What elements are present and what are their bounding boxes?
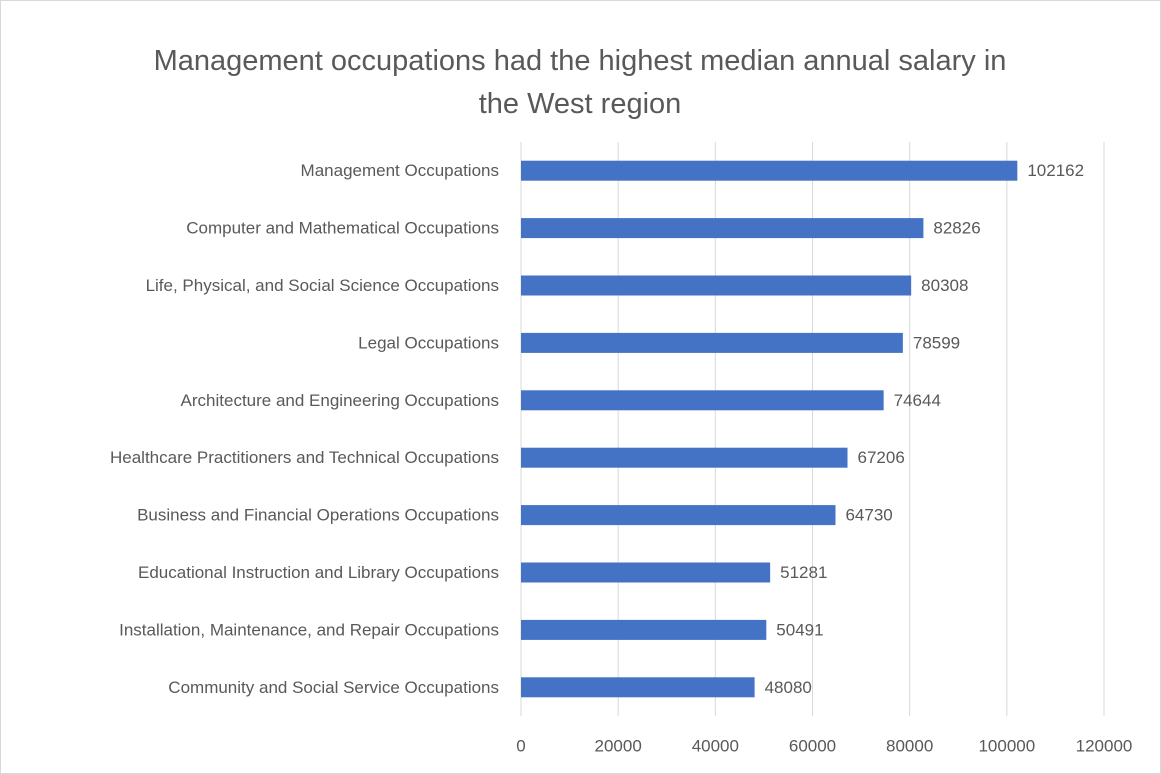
data-label: 102162 (1027, 161, 1084, 180)
bar (521, 562, 771, 583)
data-label: 74644 (894, 391, 941, 410)
y-tick-label: Healthcare Practitioners and Technical O… (110, 448, 499, 467)
data-label: 64730 (845, 506, 892, 525)
bar (521, 390, 884, 411)
y-tick-label: Educational Instruction and Library Occu… (138, 563, 499, 582)
x-tick-label: 0 (516, 736, 525, 755)
x-tick-label: 20000 (595, 736, 642, 755)
x-tick-label: 120000 (1076, 736, 1133, 755)
bar (521, 160, 1018, 181)
x-tick-label: 60000 (789, 736, 836, 755)
bar (521, 218, 924, 239)
bar (521, 447, 848, 468)
x-tick-label: 100000 (978, 736, 1035, 755)
y-tick-label: Management Occupations (301, 161, 499, 180)
bar (521, 619, 767, 640)
bar (521, 332, 903, 353)
data-label: 82826 (933, 219, 980, 238)
data-label: 51281 (780, 563, 827, 582)
y-tick-label: Business and Financial Operations Occupa… (137, 506, 499, 525)
bar (521, 275, 912, 296)
data-label: 50491 (776, 620, 823, 639)
y-tick-label: Computer and Mathematical Occupations (186, 219, 499, 238)
data-label: 78599 (913, 333, 960, 352)
data-label: 80308 (921, 276, 968, 295)
bar (521, 505, 836, 526)
y-tick-label: Architecture and Engineering Occupations (181, 391, 499, 410)
x-tick-label: 80000 (886, 736, 933, 755)
y-tick-label: Community and Social Service Occupations (168, 678, 499, 697)
y-tick-label: Installation, Maintenance, and Repair Oc… (119, 620, 499, 639)
data-label: 67206 (858, 448, 905, 467)
bar (521, 677, 755, 698)
data-label: 48080 (765, 678, 812, 697)
y-tick-label: Legal Occupations (358, 333, 499, 352)
chart-title: Management occupations had the highest m… (153, 45, 1007, 120)
x-tick-label: 40000 (692, 736, 739, 755)
y-tick-label: Life, Physical, and Social Science Occup… (146, 276, 499, 295)
